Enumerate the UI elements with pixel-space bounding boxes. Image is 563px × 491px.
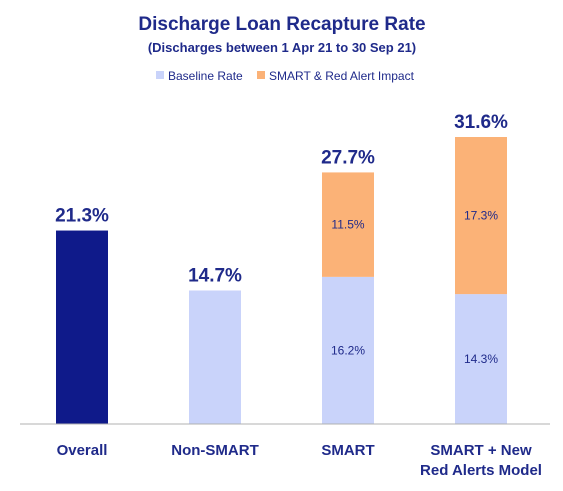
segment-label-impact-3: 17.3% [464, 209, 498, 223]
category-label-3-0: SMART + New [430, 442, 532, 459]
legend: Baseline Rate SMART & Red Alert Impact [156, 69, 415, 83]
total-label-3: 31.6% [454, 112, 508, 133]
chart-title: Discharge Loan Recapture Rate [138, 14, 425, 35]
legend-label-baseline: Baseline Rate [168, 69, 243, 83]
bar-baseline-3 [455, 294, 507, 424]
total-label-1: 14.7% [188, 265, 242, 286]
legend-swatch-baseline [156, 71, 164, 79]
bar-baseline-2 [322, 276, 374, 424]
category-label-3-1: Red Alerts Model [420, 462, 542, 479]
bar-baseline-0 [56, 230, 108, 424]
category-label-1-0: Non-SMART [171, 442, 258, 459]
chart-subtitle: (Discharges between 1 Apr 21 to 30 Sep 2… [148, 40, 416, 55]
category-labels: Overall Non-SMART SMART SMART + New Red Aler… [57, 442, 542, 479]
category-label-2-0: SMART [321, 442, 374, 459]
bar-impact-3 [455, 137, 507, 295]
category-label-0-0: Overall [57, 442, 108, 459]
legend-swatch-impact [257, 71, 265, 79]
segment-label-baseline-2: 16.2% [331, 343, 365, 357]
bar-impact-2 [322, 172, 374, 277]
segment-label-baseline-3: 14.3% [464, 352, 498, 366]
total-label-0: 21.3% [55, 206, 109, 227]
bar-baseline-1 [189, 290, 241, 424]
total-label-2: 27.7% [321, 147, 375, 168]
segment-label-impact-2: 11.5% [331, 218, 364, 232]
legend-label-impact: SMART & Red Alert Impact [269, 69, 415, 83]
bars: 21.3% 14.7% 16.2% 11.5% 27.7% 14.3% 17.3% 31.6% [55, 112, 508, 424]
